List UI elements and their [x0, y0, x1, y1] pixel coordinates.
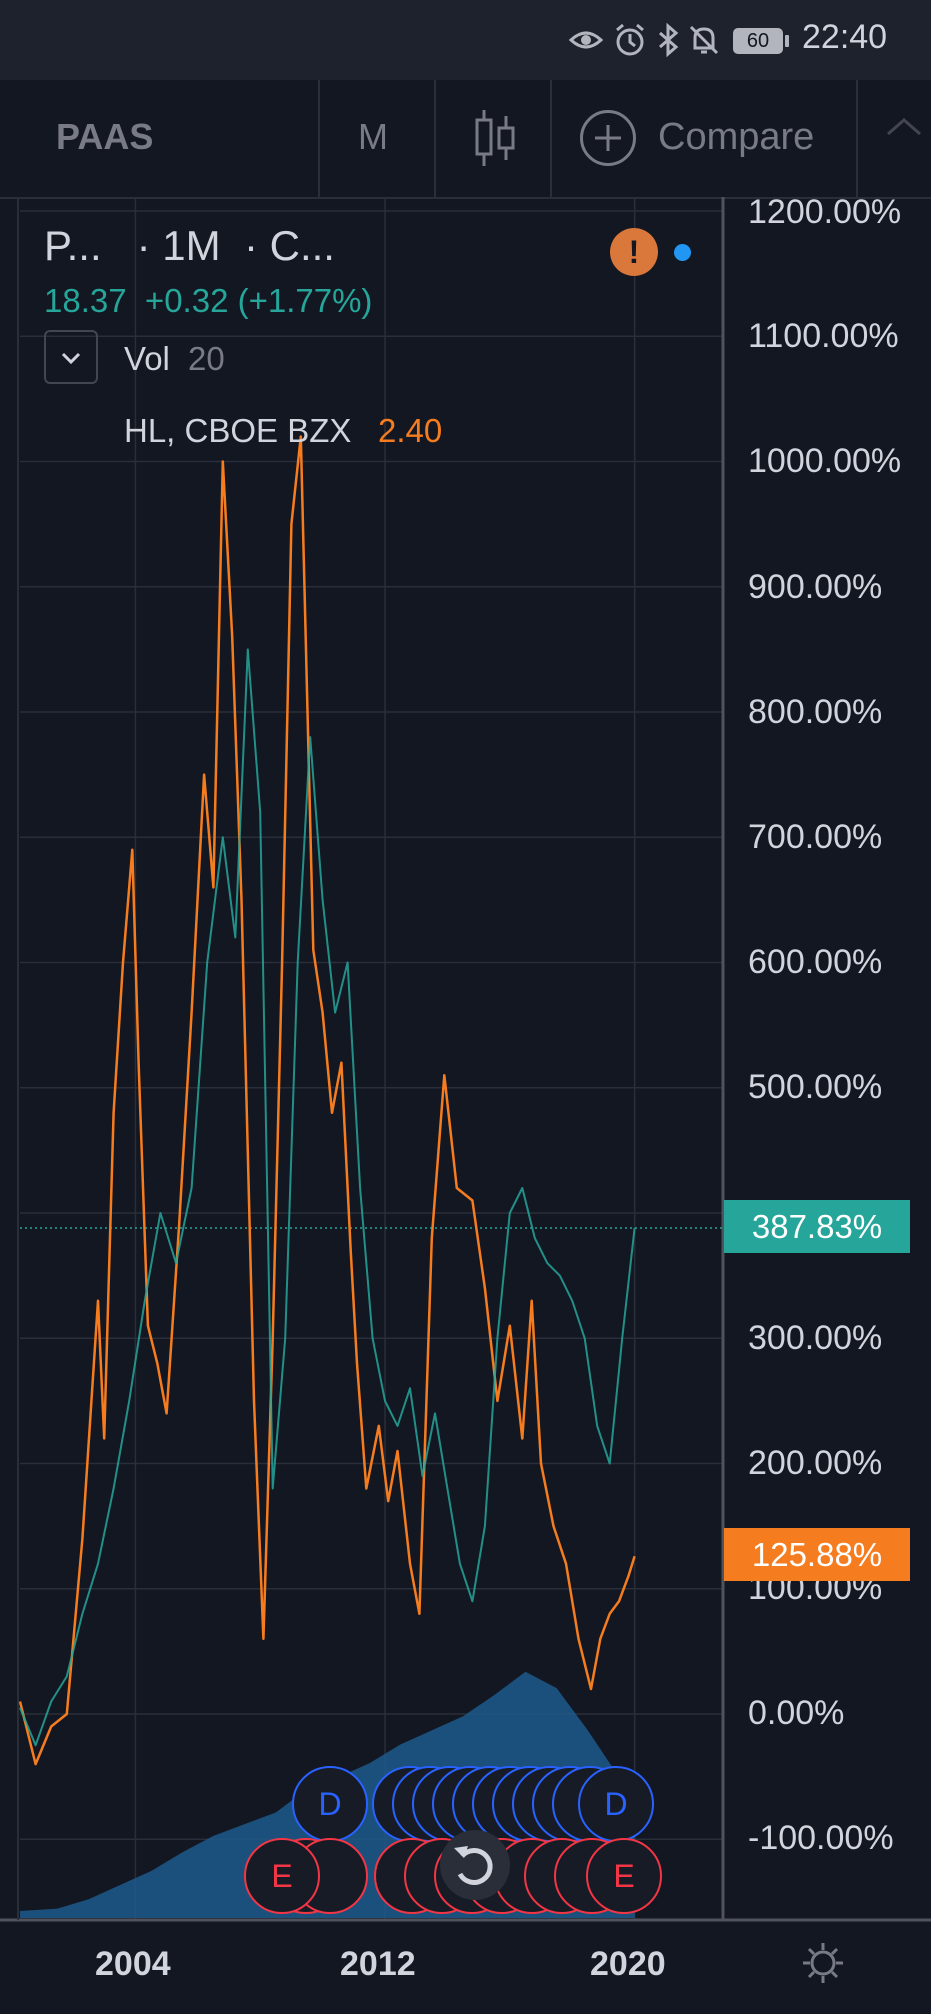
interval-button[interactable]: M [358, 116, 388, 157]
y-tick-label: 1000.00% [748, 442, 902, 480]
chevron-down-icon [61, 352, 81, 365]
x-tick-label: 2004 [95, 1945, 171, 1983]
gear-icon[interactable] [800, 1940, 846, 1986]
y-tick-label: -100.00% [748, 1819, 894, 1857]
y-tick-label: 700.00% [748, 818, 883, 856]
toolbar-separator [856, 80, 858, 197]
toolbar-separator [434, 80, 436, 197]
warning-icon[interactable]: ! [610, 228, 658, 276]
reset-chart-button[interactable] [440, 1830, 510, 1900]
y-tick-label: 800.00% [748, 693, 883, 731]
dividend-marker[interactable]: D [578, 1766, 654, 1842]
legend-toggle-button[interactable] [44, 330, 98, 384]
bluetooth-icon [659, 22, 679, 58]
battery-tip [785, 35, 789, 47]
eye-icon [568, 31, 604, 49]
hl-series-line [18, 435, 636, 1766]
legend-price: 18.37 +0.32 (+1.77%) [44, 282, 373, 319]
hl-price-label: 125.88% [724, 1528, 910, 1581]
toolbar-separator [550, 80, 552, 197]
earnings-marker[interactable]: E [244, 1838, 320, 1914]
chevron-up-icon[interactable] [884, 112, 924, 142]
dividend-marker[interactable]: D [292, 1766, 368, 1842]
y-tick-label: 0.00% [748, 1694, 845, 1732]
x-tick-label: 2012 [340, 1945, 416, 1983]
earnings-marker[interactable]: E [586, 1838, 662, 1914]
notifications-off-icon [689, 25, 719, 55]
symbol-button[interactable]: PAAS [56, 116, 154, 157]
y-tick-label: 900.00% [748, 568, 883, 606]
dividend-markers: D D [292, 1766, 656, 1842]
paas-price-label: 387.83% [724, 1200, 910, 1253]
y-tick-label: 600.00% [748, 943, 883, 981]
compare-plus-icon[interactable] [580, 110, 636, 166]
y-tick-label: 200.00% [748, 1444, 883, 1482]
x-tick-label: 2020 [590, 1945, 666, 1983]
compare-series-label[interactable]: HL, CBOE BZX [124, 412, 352, 449]
volume-value: 20 [188, 340, 225, 377]
status-bar: 60 22:40 [0, 0, 931, 80]
y-tick-label: 300.00% [748, 1319, 883, 1357]
compare-button[interactable]: Compare [658, 116, 815, 158]
chart-toolbar [0, 80, 931, 199]
reset-icon [454, 1846, 493, 1885]
y-tick-label: 1200.00% [748, 193, 902, 231]
volume-label[interactable]: Vol [124, 340, 170, 377]
status-dot [674, 244, 691, 261]
y-tick-label: 500.00% [748, 1068, 883, 1106]
battery-icon: 60 [733, 28, 783, 54]
compare-series-value: 2.40 [378, 412, 443, 449]
alarm-icon [616, 23, 644, 56]
legend-title[interactable]: P... · 1M · C... [44, 222, 335, 269]
clock: 22:40 [802, 18, 888, 56]
y-tick-label: 1100.00% [748, 317, 899, 355]
toolbar-separator [318, 80, 320, 197]
candlestick-icon[interactable] [470, 108, 520, 168]
